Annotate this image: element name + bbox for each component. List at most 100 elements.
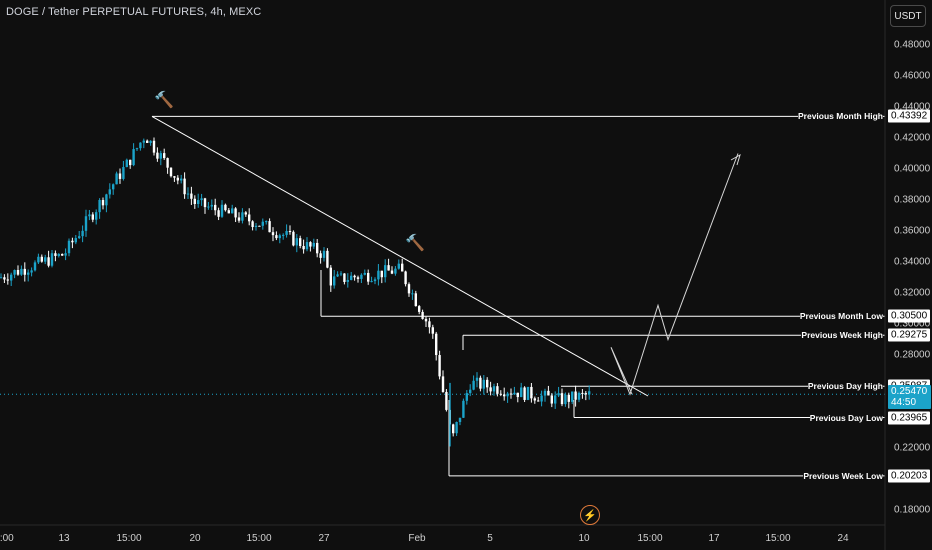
candle-body xyxy=(112,184,115,190)
candle-body xyxy=(258,225,261,227)
candle-body xyxy=(81,230,84,237)
candle-body xyxy=(20,268,23,275)
candle-body xyxy=(411,293,414,295)
candle-body xyxy=(370,281,373,283)
price-tick-label: 0.42000 xyxy=(894,132,931,144)
candle-body xyxy=(271,232,275,236)
time-tick-label: 20 xyxy=(189,533,201,544)
candle-body xyxy=(214,204,217,211)
candle-body xyxy=(88,214,91,217)
candle-body xyxy=(445,391,448,410)
candle-body xyxy=(346,279,349,282)
candle-body xyxy=(404,271,407,285)
candle-body xyxy=(567,394,570,402)
candle-body xyxy=(543,390,547,396)
candle-body xyxy=(356,277,360,279)
candle-body xyxy=(74,238,77,243)
candle-body xyxy=(333,276,336,286)
candle-body xyxy=(217,210,220,217)
time-tick-label: Feb xyxy=(408,533,426,544)
currency-button[interactable]: USDT xyxy=(890,5,926,27)
candle-body xyxy=(64,253,67,256)
level-name: Previous Day Low xyxy=(809,412,883,423)
candle-body xyxy=(475,377,479,381)
candle-body xyxy=(190,193,193,199)
candle-body xyxy=(489,387,492,392)
candle-body xyxy=(142,140,145,143)
price-tick-label: 0.44000 xyxy=(894,101,931,113)
candle-body xyxy=(574,391,577,400)
candle-body xyxy=(183,178,186,195)
candle-body xyxy=(101,200,105,206)
candle-body xyxy=(84,216,88,231)
lightning-icon[interactable]: ⚡ xyxy=(580,505,600,525)
candle-body xyxy=(312,242,315,247)
candle-body xyxy=(231,208,234,214)
candle-body xyxy=(129,159,132,166)
candle-body xyxy=(418,306,421,312)
candle-body xyxy=(47,257,50,266)
candle-body xyxy=(472,380,475,390)
candle-body xyxy=(319,253,322,258)
time-tick-label: 15:00 xyxy=(637,533,663,544)
candle-body xyxy=(554,395,557,404)
candle-body xyxy=(564,394,567,405)
candle-body xyxy=(322,250,326,258)
candle-body xyxy=(557,393,560,396)
candle-body xyxy=(479,377,482,389)
candle-body xyxy=(197,200,200,205)
candle-body xyxy=(285,231,288,235)
candle-body xyxy=(390,270,394,274)
candle-body xyxy=(407,284,411,294)
candlesticks xyxy=(0,137,591,447)
candle-body xyxy=(251,221,254,228)
candle-body xyxy=(537,400,540,402)
candle-body xyxy=(132,149,135,166)
candle-body xyxy=(149,140,152,143)
level-name: Previous Month Low xyxy=(799,311,883,322)
candle-body xyxy=(37,256,40,263)
current-price-value: 0.25470 xyxy=(891,386,928,397)
time-tick-label: 15:00 xyxy=(116,533,142,544)
candle-body xyxy=(27,272,30,275)
candle-body xyxy=(67,240,71,254)
time-tick-label: 2:00 xyxy=(0,533,14,544)
candle-body xyxy=(224,204,227,211)
candle-body xyxy=(186,193,190,195)
candle-body xyxy=(465,393,468,401)
descending-trendline xyxy=(151,115,649,397)
candle-body xyxy=(108,189,111,195)
candle-body xyxy=(339,273,343,275)
candle-body xyxy=(54,253,57,256)
price-tick-label: 0.34000 xyxy=(894,256,931,268)
price-tick-label: 0.46000 xyxy=(894,70,931,82)
candle-body xyxy=(159,153,162,159)
time-tick-label: 17 xyxy=(708,533,720,544)
candle-body xyxy=(486,379,489,388)
price-tick-label: 0.48000 xyxy=(894,39,931,51)
candle-body xyxy=(360,274,363,279)
price-tick-label: 0.30000 xyxy=(894,318,931,330)
candle-body xyxy=(91,214,94,220)
candle-body xyxy=(503,394,506,397)
level-price-tag: 0.20203 xyxy=(888,469,931,483)
candle-body xyxy=(435,333,438,356)
candle-body xyxy=(78,236,81,239)
candle-body xyxy=(421,311,424,319)
candle-body xyxy=(455,422,458,434)
trendline xyxy=(151,115,649,397)
candle-body xyxy=(462,400,465,418)
candle-body xyxy=(237,217,241,221)
candle-body xyxy=(584,393,587,395)
candle-body xyxy=(275,235,278,239)
candle-body xyxy=(16,269,20,275)
candle-body xyxy=(44,257,47,262)
candle-body xyxy=(482,379,485,389)
candle-body xyxy=(353,275,356,278)
candle-body xyxy=(278,235,281,239)
candle-body xyxy=(343,273,346,282)
chart-title: DOGE / Tether PERPETUAL FUTURES, 4h, MEX… xyxy=(6,6,262,18)
candle-body xyxy=(387,265,390,271)
candle-body xyxy=(516,392,519,398)
